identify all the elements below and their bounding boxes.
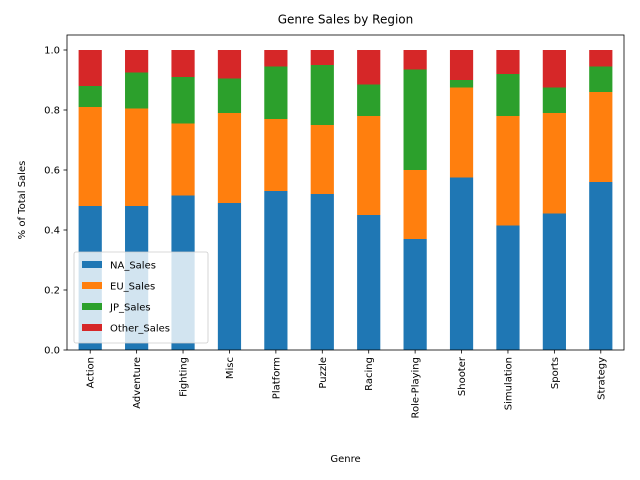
bar-eu-sales-sports xyxy=(542,113,566,214)
legend-swatch-jp-sales xyxy=(82,303,102,310)
bar-other-sales-fighting xyxy=(171,50,195,77)
x-tick-label: Platform xyxy=(271,357,282,399)
bar-jp-sales-fighting xyxy=(171,77,195,124)
bar-other-sales-shooter xyxy=(449,50,474,80)
bar-eu-sales-platform xyxy=(264,119,288,191)
x-tick-label: Adventure xyxy=(132,357,143,409)
legend-box xyxy=(73,251,209,344)
bar-na-sales-strategy xyxy=(589,182,613,350)
x-tick-label: Puzzle xyxy=(318,357,329,389)
bar-other-sales-role-playing xyxy=(403,50,427,70)
y-axis-label: % of Total Sales xyxy=(17,161,28,240)
legend-label-jp-sales: JP_Sales xyxy=(109,303,151,314)
bar-na-sales-platform xyxy=(264,191,288,350)
legend-label-na-sales: NA_Sales xyxy=(110,261,156,272)
x-tick-label: Strategy xyxy=(596,357,607,400)
bar-jp-sales-role-playing xyxy=(403,69,427,170)
bar-other-sales-adventure xyxy=(125,50,149,73)
bar-eu-sales-strategy xyxy=(589,92,613,182)
bar-other-sales-sports xyxy=(542,50,566,88)
bar-other-sales-racing xyxy=(357,50,381,85)
legend: NA_Sales EU_Sales JP_Sales Other_Sales xyxy=(73,251,209,344)
y-tick-label: 0.2 xyxy=(44,286,60,297)
x-tick-label: Misc xyxy=(225,357,236,379)
bar-na-sales-puzzle xyxy=(310,194,334,350)
legend-swatch-eu-sales xyxy=(82,282,102,289)
y-tick-label: 1.0 xyxy=(44,46,60,57)
bar-na-sales-misc xyxy=(217,203,242,350)
chart-title: Genre Sales by Region xyxy=(278,13,414,27)
bar-other-sales-simulation xyxy=(496,50,520,74)
y-tick-label: 0.8 xyxy=(44,106,60,117)
bar-na-sales-role-playing xyxy=(403,239,427,350)
y-tick-label: 0.6 xyxy=(44,166,60,177)
legend-swatch-other-sales xyxy=(82,324,102,331)
bar-eu-sales-shooter xyxy=(449,87,474,178)
x-tick-label: Action xyxy=(86,357,97,388)
bar-other-sales-platform xyxy=(264,50,288,67)
legend-label-other-sales: Other_Sales xyxy=(110,324,170,335)
x-axis-label: Genre xyxy=(330,454,360,465)
bar-eu-sales-simulation xyxy=(496,116,520,226)
bar-eu-sales-puzzle xyxy=(310,125,334,194)
bar-eu-sales-action xyxy=(78,107,102,206)
axes-group: 0.0 0.2 0.4 0.6 0.8 1.0 Action Adventure Fightin… xyxy=(44,34,625,418)
x-tick-label: Racing xyxy=(364,357,375,391)
x-tick-label: Fighting xyxy=(179,357,190,397)
bar-jp-sales-sports xyxy=(542,87,566,113)
y-tick-label: 0.0 xyxy=(44,346,60,357)
bar-other-sales-puzzle xyxy=(310,50,334,65)
bar-jp-sales-racing xyxy=(357,84,381,116)
bar-jp-sales-strategy xyxy=(589,66,613,92)
legend-swatch-na-sales xyxy=(82,261,102,268)
bar-eu-sales-racing xyxy=(357,116,381,215)
bar-na-sales-racing xyxy=(357,215,381,350)
bar-eu-sales-fighting xyxy=(171,123,195,196)
x-tick-label: Simulation xyxy=(503,357,514,410)
plot-frame xyxy=(66,34,625,351)
bar-na-sales-simulation xyxy=(496,225,520,350)
bar-other-sales-action xyxy=(78,50,102,86)
x-tick-label: Sports xyxy=(550,357,561,389)
bar-jp-sales-misc xyxy=(217,78,242,113)
y-tick-label: 0.4 xyxy=(44,226,60,237)
bar-jp-sales-adventure xyxy=(125,72,149,109)
x-tick-label: Role-Playing xyxy=(411,357,422,418)
bar-jp-sales-simulation xyxy=(496,74,520,116)
bar-eu-sales-role-playing xyxy=(403,170,427,239)
bar-na-sales-sports xyxy=(542,213,566,350)
bar-eu-sales-misc xyxy=(217,113,242,203)
x-tick-label: Shooter xyxy=(457,356,468,396)
bar-jp-sales-puzzle xyxy=(310,65,334,125)
bar-other-sales-strategy xyxy=(589,50,613,67)
bar-jp-sales-action xyxy=(78,86,102,107)
bar-jp-sales-shooter xyxy=(449,80,474,88)
bar-na-sales-shooter xyxy=(449,177,474,350)
bar-eu-sales-adventure xyxy=(125,108,149,206)
legend-label-eu-sales: EU_Sales xyxy=(110,282,155,293)
bar-other-sales-misc xyxy=(217,50,242,79)
bar-jp-sales-platform xyxy=(264,66,288,119)
